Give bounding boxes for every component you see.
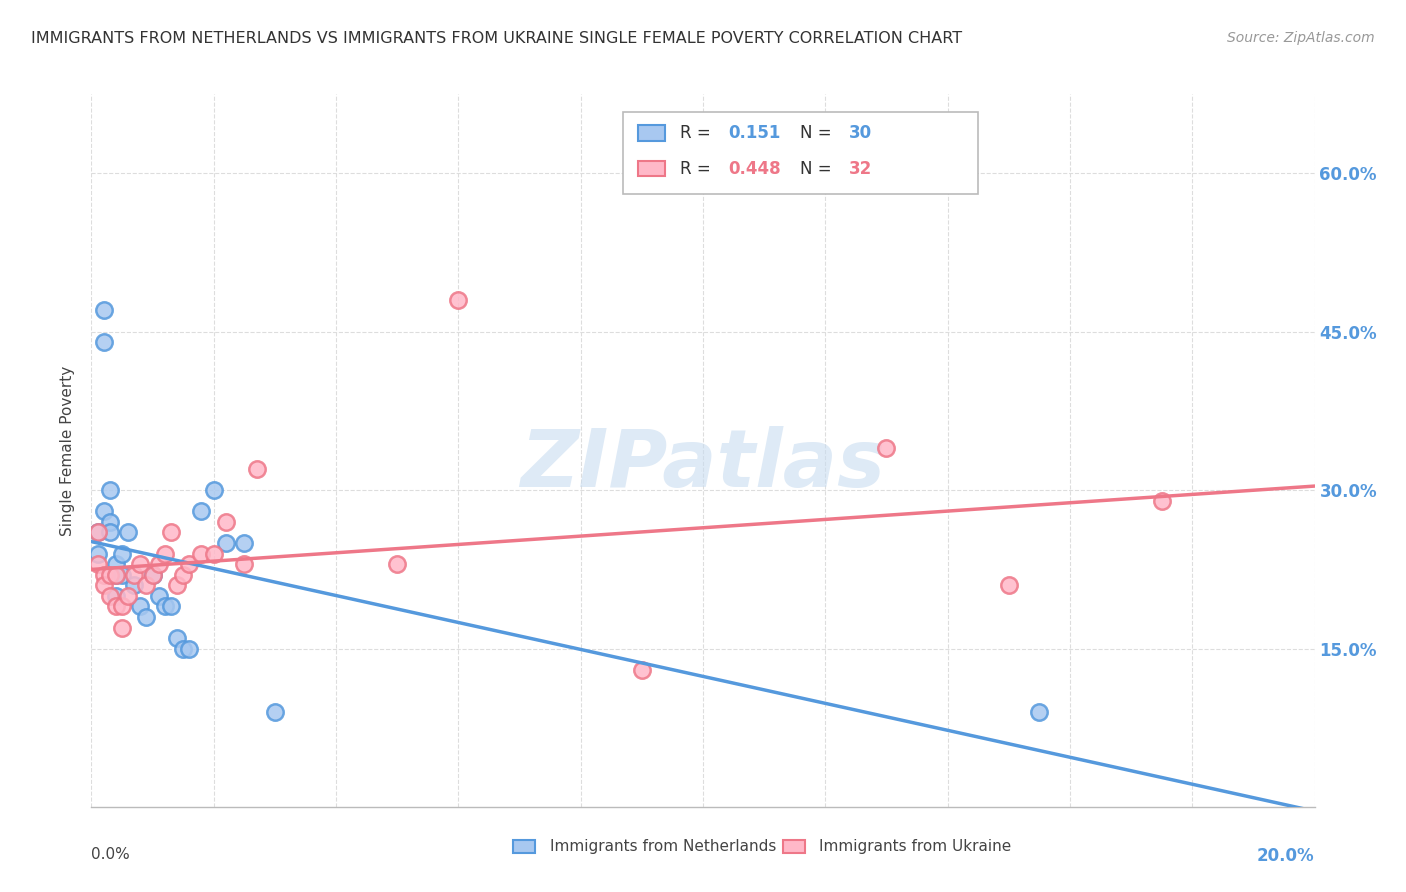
Point <box>385 557 409 571</box>
Point <box>104 557 127 571</box>
Point <box>160 525 183 540</box>
Point <box>93 567 115 582</box>
Point <box>104 589 127 603</box>
Point <box>122 567 145 582</box>
Point <box>141 567 163 582</box>
Point <box>179 641 201 656</box>
Point <box>190 547 212 561</box>
Point <box>93 303 115 318</box>
Point <box>86 525 108 540</box>
Point <box>93 504 115 518</box>
Point <box>129 599 152 614</box>
Text: Immigrants from Ukraine: Immigrants from Ukraine <box>820 839 1011 854</box>
Point <box>875 441 898 455</box>
FancyBboxPatch shape <box>623 112 979 194</box>
Text: 30: 30 <box>849 124 872 142</box>
Point <box>86 547 108 561</box>
Point <box>117 589 139 603</box>
Text: 32: 32 <box>849 160 872 178</box>
Point <box>190 504 212 518</box>
Point <box>104 567 127 582</box>
Point <box>148 589 170 603</box>
Text: Immigrants from Netherlands: Immigrants from Netherlands <box>550 839 776 854</box>
Text: 20.0%: 20.0% <box>1257 847 1315 864</box>
Point <box>135 578 157 592</box>
Point <box>111 621 134 635</box>
Point <box>153 599 176 614</box>
FancyBboxPatch shape <box>638 125 665 141</box>
Point <box>86 557 108 571</box>
Point <box>631 663 654 677</box>
Text: ZIPatlas: ZIPatlas <box>520 425 886 504</box>
Point <box>1150 493 1173 508</box>
Point <box>104 599 127 614</box>
Text: 0.448: 0.448 <box>728 160 782 178</box>
Point <box>233 536 256 550</box>
Point <box>166 578 188 592</box>
Point <box>98 525 121 540</box>
Point <box>104 567 127 582</box>
Point <box>111 547 134 561</box>
Text: R =: R = <box>679 160 716 178</box>
Point <box>172 567 194 582</box>
Point <box>233 557 256 571</box>
Point <box>215 536 238 550</box>
Text: N =: N = <box>800 160 837 178</box>
Point <box>93 578 115 592</box>
Point <box>93 335 115 350</box>
Point <box>129 557 152 571</box>
Point <box>117 525 139 540</box>
Point <box>86 525 108 540</box>
Point <box>202 547 225 561</box>
FancyBboxPatch shape <box>513 840 536 853</box>
Point <box>215 515 238 529</box>
Point <box>111 567 134 582</box>
Text: 0.151: 0.151 <box>728 124 782 142</box>
Point <box>202 483 225 497</box>
Y-axis label: Single Female Poverty: Single Female Poverty <box>60 366 76 535</box>
Point <box>141 567 163 582</box>
Point <box>111 599 134 614</box>
Point <box>122 578 145 592</box>
Text: R =: R = <box>679 124 716 142</box>
Point <box>98 589 121 603</box>
Text: 0.0%: 0.0% <box>91 847 131 862</box>
Text: Source: ZipAtlas.com: Source: ZipAtlas.com <box>1227 31 1375 45</box>
Point <box>264 705 287 719</box>
Point <box>998 578 1021 592</box>
Point <box>153 547 176 561</box>
Point <box>135 610 157 624</box>
Point <box>166 631 188 645</box>
FancyBboxPatch shape <box>638 161 665 177</box>
Point <box>160 599 183 614</box>
Point <box>1028 705 1050 719</box>
Text: N =: N = <box>800 124 837 142</box>
Point <box>148 557 170 571</box>
Point <box>98 515 121 529</box>
Point <box>98 483 121 497</box>
Text: IMMIGRANTS FROM NETHERLANDS VS IMMIGRANTS FROM UKRAINE SINGLE FEMALE POVERTY COR: IMMIGRANTS FROM NETHERLANDS VS IMMIGRANT… <box>31 31 962 46</box>
Point <box>447 293 470 307</box>
FancyBboxPatch shape <box>783 840 804 853</box>
Point <box>172 641 194 656</box>
Point <box>179 557 201 571</box>
Point <box>245 462 267 476</box>
Point <box>98 567 121 582</box>
